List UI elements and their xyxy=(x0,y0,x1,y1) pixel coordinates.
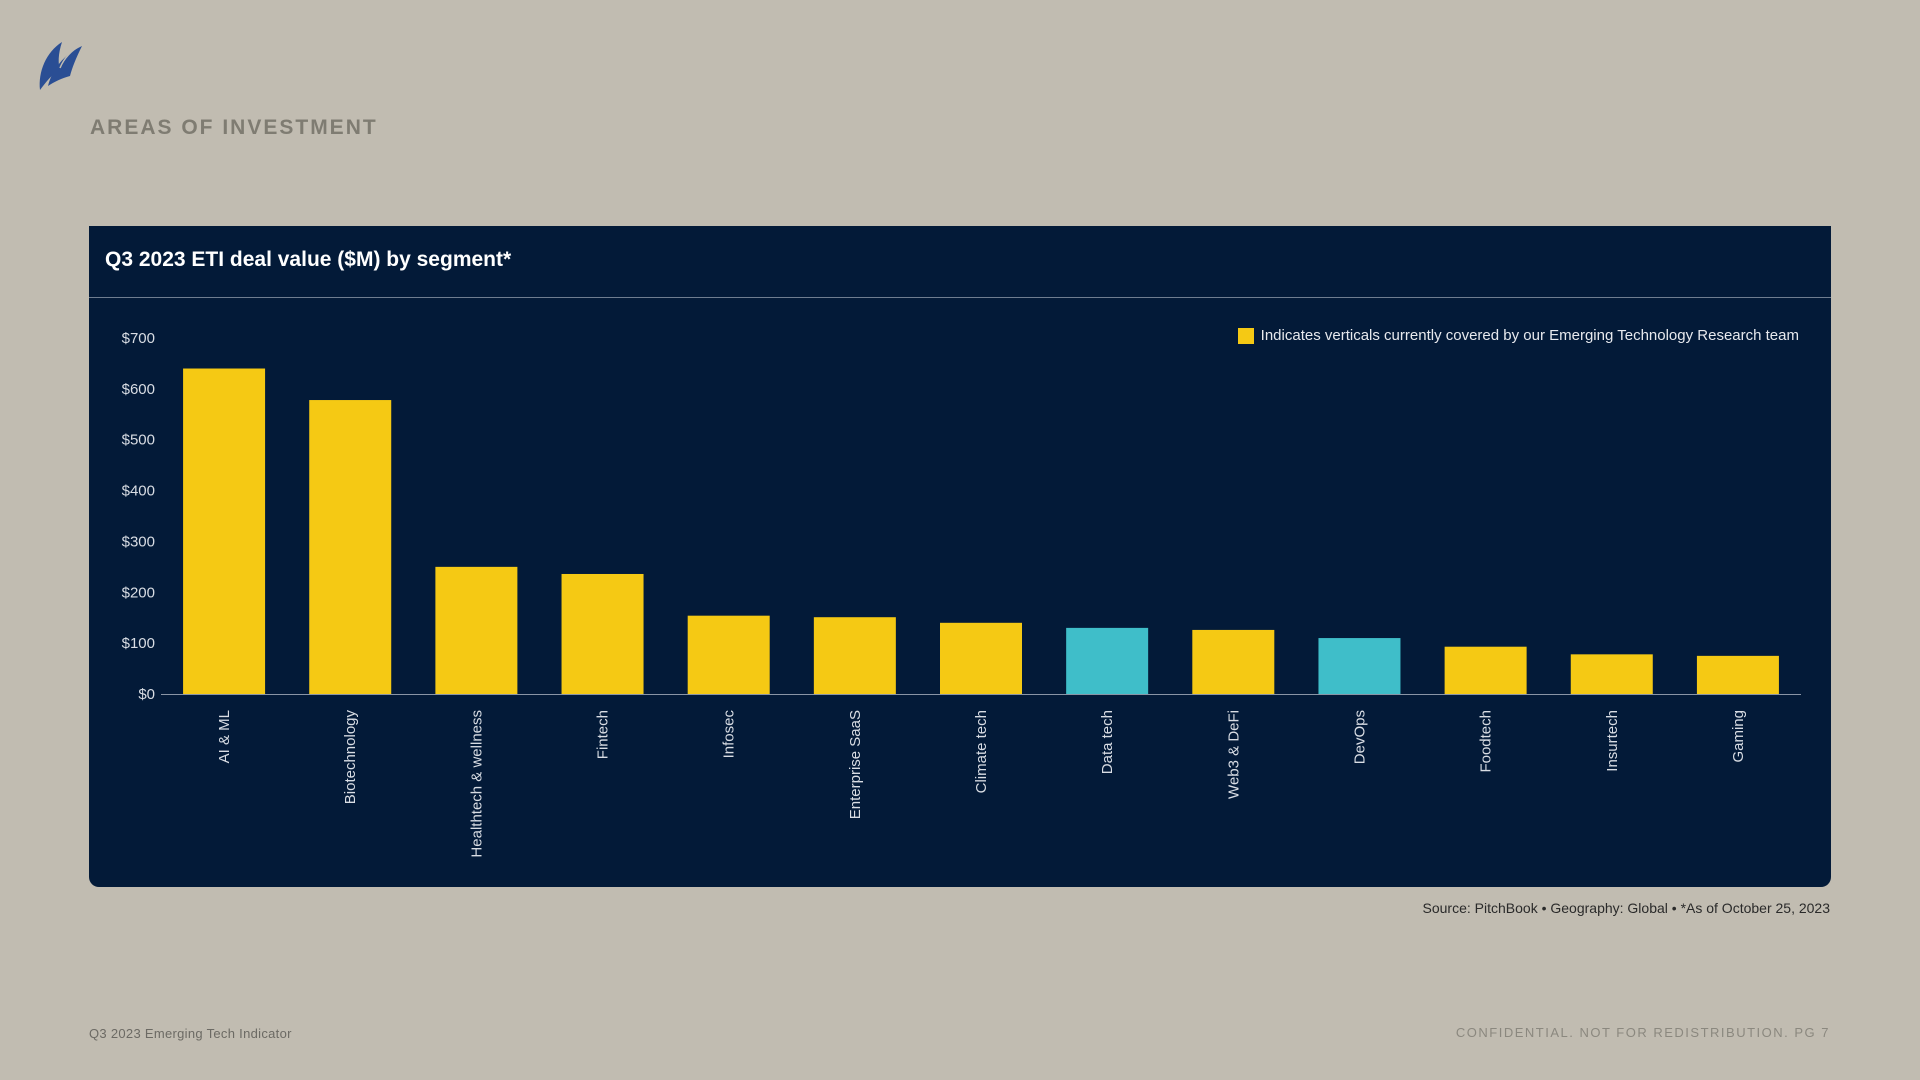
bar-infosec xyxy=(687,615,770,694)
y-tick-label: $200 xyxy=(122,584,155,601)
sail-logo-icon xyxy=(39,42,82,90)
y-tick-label: $500 xyxy=(122,432,155,449)
x-tick-label: Healthtech & wellness xyxy=(468,710,485,858)
x-tick-label: Web3 & DeFi xyxy=(1225,710,1242,799)
title-divider xyxy=(89,297,1831,298)
legend-text: Indicates verticals currently covered by… xyxy=(1260,327,1799,344)
y-tick-label: $700 xyxy=(122,330,155,347)
x-tick-label: Biotechnology xyxy=(342,710,359,805)
bar-fintech xyxy=(561,573,644,694)
bar-biotechnology xyxy=(309,400,392,694)
x-tick-label: Data tech xyxy=(1099,710,1116,774)
bar-chart: $0 $100 $200 $300 $400 $500 $600 $700 AI & ML Bio… xyxy=(122,330,1801,858)
x-tick-label: Gaming xyxy=(1730,710,1747,763)
bar-web3-defi xyxy=(1192,629,1275,694)
footer-report-name: Q3 2023 Emerging Tech Indicator xyxy=(89,1026,292,1041)
section-title: AREAS OF INVESTMENT xyxy=(90,116,378,139)
bar-ai-ml xyxy=(183,368,266,694)
y-tick-label: $600 xyxy=(122,381,155,398)
bar-data-tech xyxy=(1066,627,1149,694)
chart-title: Q3 2023 ETI deal value ($M) by segment* xyxy=(105,248,512,271)
chart-card: Q3 2023 ETI deal value ($M) by segment* … xyxy=(89,226,1831,887)
x-tick-label: Enterprise SaaS xyxy=(847,710,864,819)
bar-enterprise-saas xyxy=(813,617,896,694)
bar-foodtech xyxy=(1444,646,1527,694)
y-tick-label: $0 xyxy=(138,686,155,703)
bar-insurtech xyxy=(1570,654,1653,694)
legend: Indicates verticals currently covered by… xyxy=(1237,327,1799,344)
x-tick-label: Fintech xyxy=(595,710,612,759)
bar-devops xyxy=(1318,638,1401,694)
bar-gaming xyxy=(1696,655,1779,694)
x-tick-label: Climate tech xyxy=(973,710,990,793)
legend-swatch xyxy=(1237,327,1254,344)
x-tick-label: DevOps xyxy=(1351,710,1368,764)
y-tick-label: $400 xyxy=(122,483,155,500)
x-tick-label: AI & ML xyxy=(216,710,233,763)
bar-healthtech-wellness xyxy=(435,566,518,694)
y-tick-label: $100 xyxy=(122,635,155,652)
x-tick-label: Infosec xyxy=(721,710,738,759)
footer-confidential: CONFIDENTIAL. NOT FOR REDISTRIBUTION. PG… xyxy=(1455,1025,1830,1040)
x-tick-label: Foodtech xyxy=(1478,710,1495,773)
y-tick-label: $300 xyxy=(122,533,155,550)
bar-climate-tech xyxy=(940,622,1022,694)
x-tick-label: Insurtech xyxy=(1604,710,1621,772)
source-note: Source: PitchBook • Geography: Global • … xyxy=(1422,900,1830,916)
